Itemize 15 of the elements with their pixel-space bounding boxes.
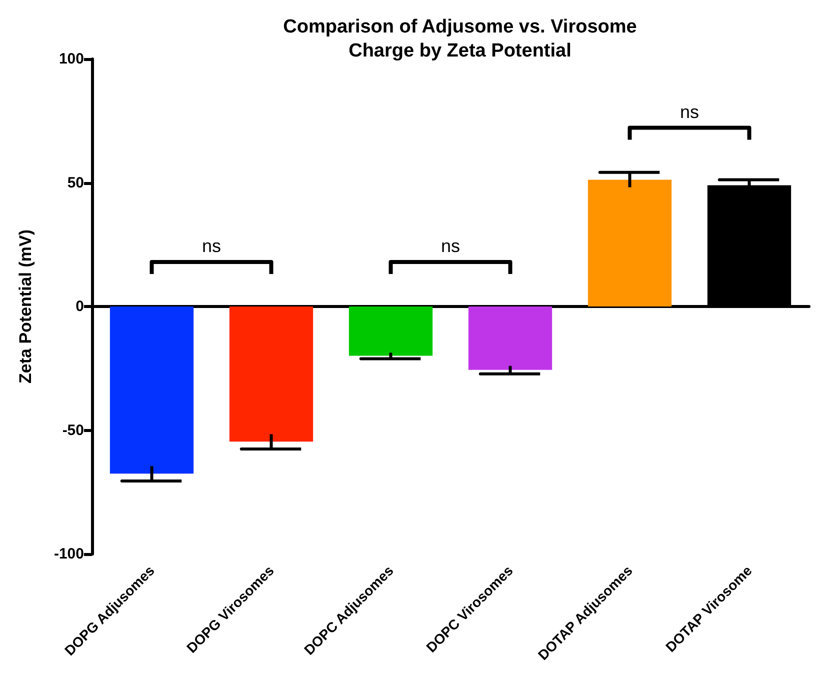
- y-tick-label: 100: [58, 50, 84, 68]
- y-axis-title: Zeta Potential (mV): [16, 230, 35, 384]
- bar: [110, 306, 194, 474]
- bar: [348, 306, 433, 356]
- annotation: ns: [440, 236, 460, 256]
- bar: [588, 180, 672, 306]
- chart-title: Comparison of Adjusome vs. Virosome Charge by Zeta Potential: [283, 16, 637, 62]
- bar: [468, 306, 552, 370]
- annotation: ns: [202, 236, 222, 256]
- y-tick-label: -100: [54, 546, 84, 562]
- y-tick-label: 0: [76, 298, 84, 315]
- y-tick-label: -50: [62, 422, 84, 439]
- y-tick-label: 50: [67, 174, 84, 192]
- annotation: ns: [680, 102, 700, 122]
- bar: [229, 306, 314, 442]
